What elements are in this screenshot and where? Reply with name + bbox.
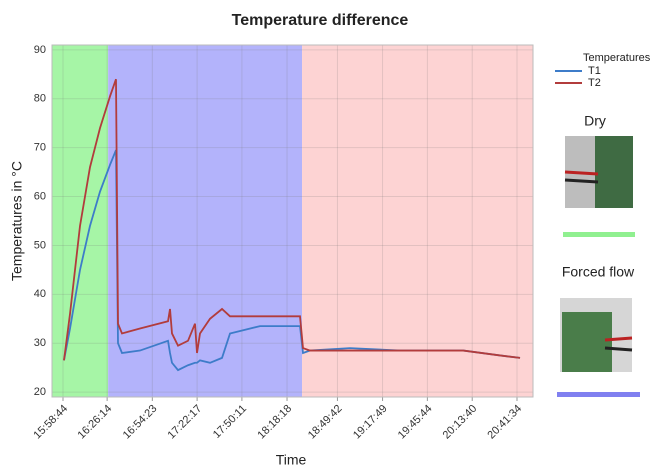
annotation: Forced flow bbox=[562, 264, 635, 280]
x-tick-label: 18:18:18 bbox=[255, 403, 294, 442]
legend-label: T1 bbox=[588, 65, 601, 77]
x-axis-label: Time bbox=[276, 452, 307, 468]
annotation: Dry bbox=[584, 113, 606, 129]
y-tick-label: 60 bbox=[34, 190, 46, 202]
x-tick-label: 19:45:44 bbox=[396, 403, 435, 442]
y-axis-label: Temperatures in °C bbox=[9, 161, 25, 281]
y-tick-label: 20 bbox=[34, 386, 46, 398]
y-tick-label: 70 bbox=[34, 142, 46, 154]
legend-label: T2 bbox=[588, 77, 601, 89]
y-tick-label: 80 bbox=[34, 93, 46, 105]
x-tick-label: 17:22:17 bbox=[166, 403, 205, 442]
x-tick-label: 20:13:40 bbox=[441, 403, 480, 442]
forced-flow-color-bar bbox=[557, 392, 640, 397]
x-tick-label: 16:26:14 bbox=[76, 403, 115, 442]
y-tick-label: 40 bbox=[34, 288, 46, 300]
x-tick-label: 20:41:34 bbox=[485, 403, 524, 442]
chart: Temperature difference Time Temperatures… bbox=[0, 0, 654, 468]
y-tick-label: 50 bbox=[34, 239, 46, 251]
region bbox=[302, 45, 533, 397]
photo-forced-flow bbox=[560, 298, 632, 372]
y-tick-label: 90 bbox=[34, 44, 46, 56]
x-tick-label: 19:17:49 bbox=[351, 403, 390, 442]
x-tick-label: 15:58:44 bbox=[31, 403, 70, 442]
x-tick-label: 16:54:23 bbox=[121, 403, 160, 442]
y-tick-label: 30 bbox=[34, 337, 46, 349]
x-tick-label: 17:50:11 bbox=[211, 403, 249, 441]
photo-dry bbox=[565, 136, 633, 208]
x-tick-label: 18:49:42 bbox=[306, 403, 345, 442]
dry-color-bar bbox=[563, 232, 635, 237]
region bbox=[108, 45, 302, 397]
chart-title: Temperature difference bbox=[232, 12, 409, 29]
legend-title: Temperatures bbox=[583, 52, 651, 64]
